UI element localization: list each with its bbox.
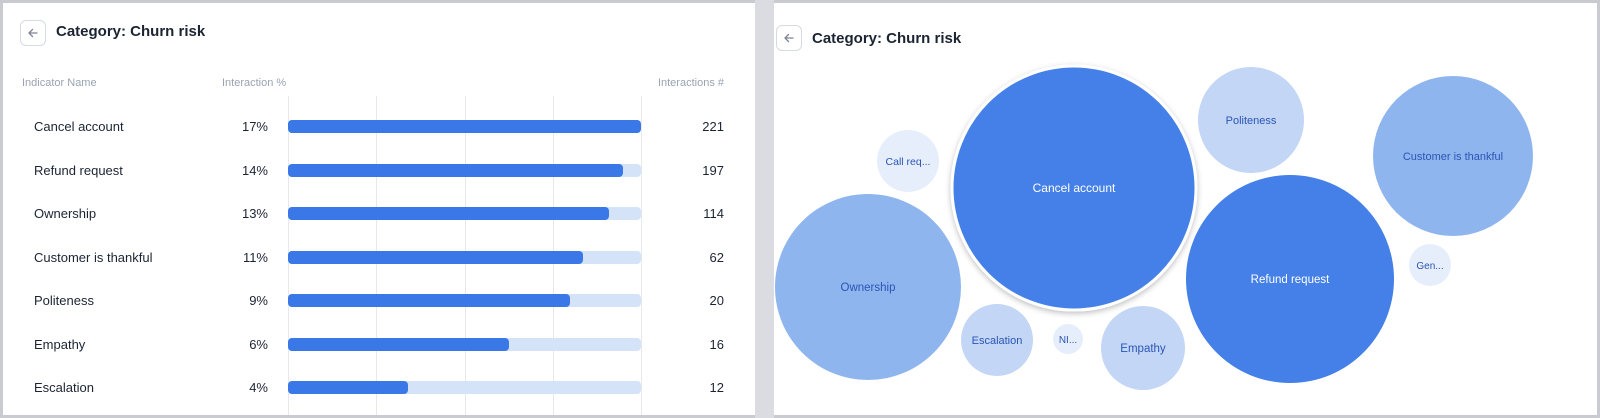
bar-count-label: 114 <box>703 206 724 221</box>
gridline-4 <box>641 96 642 415</box>
column-header-pct: Interaction % <box>222 77 287 89</box>
bubble[interactable] <box>1409 244 1451 286</box>
bubble-label: NI... <box>1059 335 1077 346</box>
bar-pct-label: 13% <box>241 206 268 221</box>
bubble[interactable] <box>961 304 1033 376</box>
bubble-label: Call req... <box>886 156 931 168</box>
bar-count-label: 62 <box>709 249 724 265</box>
bubble[interactable] <box>1198 67 1304 173</box>
bar[interactable] <box>288 250 583 264</box>
bar-pct-label: 11% <box>242 249 268 265</box>
back-button-2[interactable] <box>776 25 802 51</box>
bar-pct-label: 17% <box>241 119 268 134</box>
bubble-label: Empathy <box>1120 343 1166 355</box>
bar[interactable] <box>288 294 571 307</box>
bar[interactable] <box>288 337 509 351</box>
bar-label: Cancel account <box>34 119 124 134</box>
bar-count-label: 12 <box>709 380 724 395</box>
bar-track <box>288 120 641 133</box>
bar-count-label: 221 <box>702 119 724 134</box>
bubble[interactable] <box>775 194 961 380</box>
bubble-label: Cancel account <box>1033 181 1116 195</box>
bar-label: Refund request <box>34 162 123 178</box>
bar-track <box>288 294 641 307</box>
bubble-label: Ownership <box>841 282 896 294</box>
bar-track <box>288 163 641 177</box>
arrow-left-icon <box>784 33 794 43</box>
bubble[interactable] <box>877 130 939 192</box>
bar-track <box>288 337 641 351</box>
bubble[interactable] <box>950 64 1198 312</box>
bar-pct-label: 4% <box>249 380 268 395</box>
bar-track <box>288 207 641 220</box>
bar[interactable] <box>288 381 409 394</box>
bar[interactable] <box>288 120 641 133</box>
bar-label: Customer is thankful <box>34 249 153 265</box>
bar-label: Politeness <box>34 293 94 308</box>
arrow-left-icon <box>28 28 38 38</box>
bar-pct-label: 9% <box>249 293 268 308</box>
bar-label: Ownership <box>34 206 97 221</box>
bubble[interactable] <box>1186 175 1394 383</box>
bubble[interactable] <box>1373 76 1533 236</box>
page-title-2: Category: Churn risk <box>812 30 962 47</box>
bubble-label: Politeness <box>1226 115 1277 127</box>
bar-label: Empathy <box>34 336 86 352</box>
bar-pct-label: 6% <box>249 336 268 352</box>
bar-track <box>288 381 641 394</box>
column-header-count: Interactions # <box>657 77 724 89</box>
bubble-label: Gen... <box>1416 261 1443 272</box>
column-header-name: Indicator Name <box>22 77 97 89</box>
panel-divider <box>755 0 774 418</box>
bubble-chart: Cancel account Refund request Ownership Cus… <box>775 64 1533 390</box>
bar-count-label: 197 <box>702 162 724 178</box>
bubble-label: Customer is thankful <box>1403 151 1503 163</box>
bubble[interactable] <box>1053 324 1083 354</box>
bubble[interactable] <box>1101 306 1185 390</box>
back-button[interactable] <box>20 20 46 46</box>
bar[interactable] <box>288 207 610 220</box>
bar-count-label: 16 <box>709 336 724 352</box>
bar-track <box>288 250 641 264</box>
bar-chart-panel: Category: Churn risk Indicator Name Inte… <box>3 3 755 415</box>
page-title: Category: Churn risk <box>56 23 206 40</box>
bar-pct-label: 14% <box>241 162 268 178</box>
bubble-label: Escalation <box>972 335 1023 347</box>
bar-count-label: 20 <box>709 293 724 308</box>
bubble-chart-panel: Cancel account Refund request Ownership Cus… <box>774 3 1597 415</box>
bubble-label: Refund request <box>1251 274 1330 286</box>
bar[interactable] <box>288 163 624 177</box>
bar-label: Escalation <box>34 380 94 395</box>
